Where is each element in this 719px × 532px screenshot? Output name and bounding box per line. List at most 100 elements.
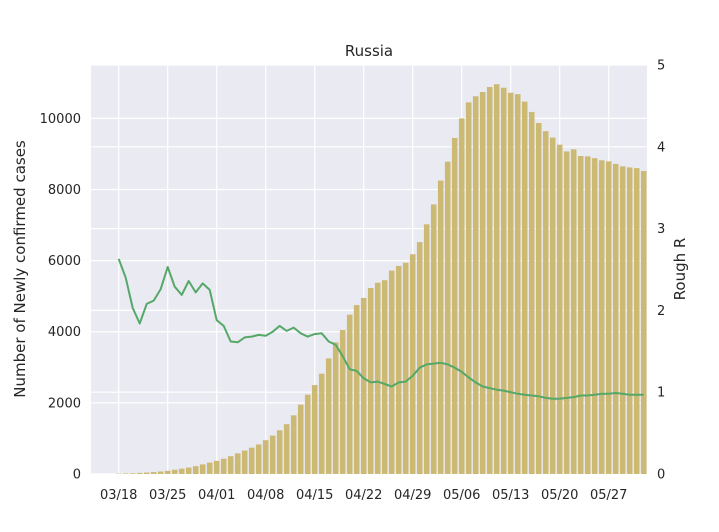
y-tick-label: 6000 — [48, 254, 81, 269]
bar — [542, 131, 549, 474]
bar — [318, 373, 325, 474]
bar — [605, 161, 612, 474]
bar — [409, 254, 416, 474]
chart-title: Russia — [345, 42, 393, 60]
bar — [598, 160, 605, 474]
bar — [591, 158, 598, 475]
bar — [262, 440, 269, 474]
x-tick-label: 04/22 — [345, 488, 382, 503]
bar — [619, 166, 626, 474]
bar — [234, 453, 241, 474]
bar — [472, 96, 479, 474]
bar — [528, 111, 535, 474]
rough-r-line — [117, 258, 644, 400]
bar — [227, 456, 234, 474]
bar — [570, 149, 577, 475]
bar — [164, 470, 171, 474]
bar — [199, 464, 206, 474]
bar — [283, 424, 290, 474]
bar — [556, 144, 563, 475]
bar — [339, 329, 346, 474]
y2-tick-label: 1 — [657, 386, 665, 401]
bar — [276, 430, 283, 474]
y-axis-label: Number of Newly confirmed cases — [11, 140, 29, 398]
bar-series — [115, 84, 647, 475]
bar — [584, 156, 591, 475]
bar — [633, 168, 640, 474]
x-tick-label: 05/13 — [492, 488, 529, 503]
bar — [129, 473, 136, 474]
bar — [577, 156, 584, 475]
bar — [192, 466, 199, 474]
bar — [269, 435, 276, 474]
bar — [500, 87, 507, 474]
bar — [640, 170, 647, 474]
bar — [248, 447, 255, 474]
bar — [136, 472, 143, 474]
bar — [367, 287, 374, 474]
bar — [479, 92, 486, 474]
bar — [423, 224, 430, 474]
bar — [465, 102, 472, 474]
bar — [549, 137, 556, 474]
bar — [213, 460, 220, 474]
bar — [437, 180, 444, 474]
y2-tick-label: 4 — [657, 140, 665, 155]
bar — [346, 314, 353, 474]
y-tick-label: 10000 — [40, 112, 81, 127]
x-axis-ticks: 03/18 03/25 04/01 04/08 04/15 04/22 04/29 05/06… — [100, 488, 627, 503]
bar — [458, 118, 465, 474]
x-tick-label: 04/15 — [296, 488, 333, 503]
bar — [444, 161, 451, 474]
bar — [535, 122, 542, 474]
bar — [451, 137, 458, 474]
bar — [171, 469, 178, 474]
bar — [178, 468, 185, 474]
bar — [290, 415, 297, 474]
bar — [486, 87, 493, 474]
bar — [507, 92, 514, 474]
bar — [241, 450, 248, 474]
bar — [185, 467, 192, 474]
bar — [332, 342, 339, 474]
bar — [220, 458, 227, 474]
bar — [122, 473, 129, 474]
bar — [521, 101, 528, 474]
bar — [416, 242, 423, 474]
x-tick-label: 04/01 — [198, 488, 235, 503]
bar — [395, 265, 402, 474]
x-tick-label: 05/06 — [443, 488, 480, 503]
y2-tick-label: 5 — [657, 59, 665, 74]
x-tick-label: 03/18 — [100, 488, 137, 503]
x-tick-label: 03/25 — [149, 488, 186, 503]
bar — [150, 472, 157, 474]
bar — [626, 167, 633, 474]
x-tick-label: 04/29 — [394, 488, 431, 503]
bar — [493, 84, 500, 475]
x-tick-label: 04/08 — [247, 488, 284, 503]
bar — [563, 151, 570, 475]
y-tick-label: 2000 — [48, 396, 81, 411]
left-axis-ticks: 0 2000 4000 6000 8000 10000 — [40, 112, 81, 483]
bar — [304, 394, 311, 474]
bar — [255, 444, 262, 474]
x-tick-label: 05/27 — [590, 488, 627, 503]
bar — [374, 282, 381, 474]
x-tick-label: 05/20 — [541, 488, 578, 503]
bar — [157, 471, 164, 474]
bar — [297, 404, 304, 474]
y-tick-label: 4000 — [48, 325, 81, 340]
bar — [381, 280, 388, 474]
bar — [311, 385, 318, 474]
bar — [325, 358, 332, 474]
bar — [353, 305, 360, 474]
bar — [430, 204, 437, 474]
y2-tick-label: 3 — [657, 222, 665, 237]
bar — [612, 163, 619, 474]
bar — [388, 270, 395, 474]
y2-tick-label: 0 — [657, 468, 665, 483]
bar — [206, 462, 213, 474]
y-tick-label: 0 — [73, 468, 81, 483]
y-tick-label: 8000 — [48, 183, 81, 198]
